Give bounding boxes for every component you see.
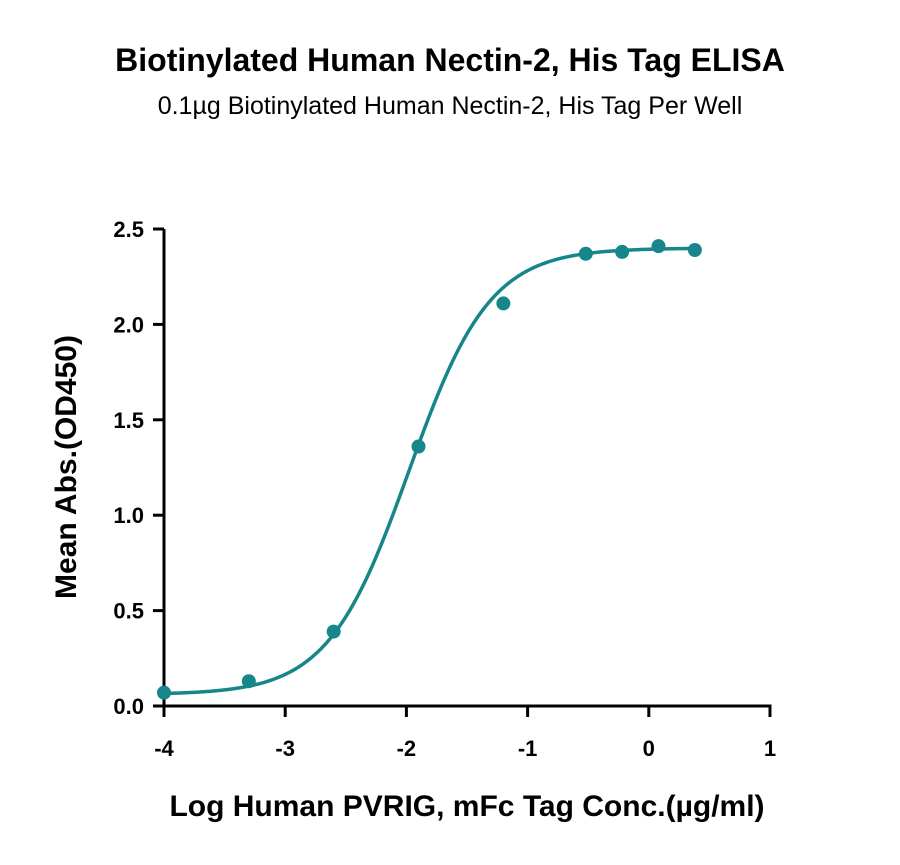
data-point <box>578 246 593 261</box>
axes: 0.0 0.5 1.0 1.5 2.0 2.5 -4 -3 -2 -1 0 1 <box>113 217 776 761</box>
x-tick-label: 0 <box>643 736 655 761</box>
fit-curve-layer <box>163 246 698 696</box>
data-point <box>651 239 666 254</box>
data-point <box>157 685 171 700</box>
x-axis-label: Log Human PVRIG, mFc Tag Conc.(µg/ml) <box>169 790 764 823</box>
y-tick-label: 2.0 <box>113 312 144 337</box>
data-points-layer <box>157 239 702 700</box>
fit-curve <box>163 246 698 696</box>
x-tick-label: 1 <box>764 736 776 761</box>
x-tick-label: -1 <box>518 736 538 761</box>
y-tick-label: 1.0 <box>113 503 144 528</box>
data-point <box>496 296 511 311</box>
y-axis-label: Mean Abs.(OD450) <box>50 335 83 599</box>
x-tick-label: -4 <box>154 736 174 761</box>
y-tick-label: 1.5 <box>113 408 144 433</box>
data-point <box>411 439 426 454</box>
y-tick-label: 2.5 <box>113 217 144 242</box>
y-tick-label: 0.0 <box>113 694 144 719</box>
chart-subtitle: 0.1µg Biotinylated Human Nectin-2, His T… <box>157 92 743 120</box>
x-tick-label: -3 <box>275 736 295 761</box>
chart-title: Biotinylated Human Nectin-2, His Tag ELI… <box>115 42 785 78</box>
data-point <box>687 242 702 257</box>
data-point <box>241 674 256 689</box>
y-tick-label: 0.5 <box>113 599 144 624</box>
data-point <box>615 244 630 259</box>
data-point <box>326 624 341 639</box>
x-tick-label: -2 <box>397 736 417 761</box>
